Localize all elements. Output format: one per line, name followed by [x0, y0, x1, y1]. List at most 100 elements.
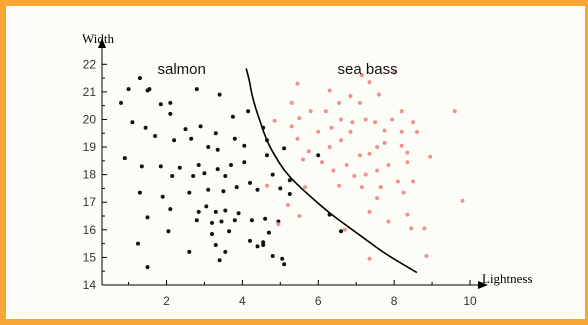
salmon-point [194, 218, 199, 223]
sea-bass-point [422, 226, 427, 231]
salmon-point [266, 230, 271, 235]
x-axis-title: Lightness [482, 271, 533, 286]
salmon-point [130, 120, 135, 125]
sea-bass-point [460, 198, 465, 203]
salmon-point [210, 232, 214, 236]
salmon-point [339, 229, 343, 234]
sea-bass-point [295, 136, 300, 141]
axes: 2 4 6 8 10 14 15 16 17 18 19 20 21 22 Lightness Width [82, 31, 533, 308]
salmon-point [215, 147, 220, 152]
salmon-point [276, 219, 281, 224]
x-tick-label: 4 [239, 294, 246, 308]
sea-bass-point [342, 227, 347, 232]
salmon-point [242, 143, 247, 148]
sea-bass-point [401, 190, 406, 195]
salmon-point [137, 76, 142, 81]
salmon-point [248, 238, 252, 243]
salmon-point [153, 134, 158, 138]
sea-bass-point [339, 138, 343, 143]
salmon-point [248, 180, 252, 185]
y-tick-label: 14 [83, 278, 97, 292]
salmon-point [119, 100, 123, 105]
salmon-point [261, 125, 266, 130]
salmon-point [249, 218, 254, 223]
sea-bass-point [428, 154, 433, 159]
salmon-point [223, 208, 228, 213]
y-tick-label: 21 [83, 85, 97, 99]
sea-bass-point [367, 209, 372, 214]
sea-bass-point [367, 256, 372, 261]
sea-bass-point [409, 226, 414, 231]
sea-bass-point [265, 183, 269, 188]
salmon-point [263, 216, 268, 221]
sea-bass-point [352, 174, 357, 178]
salmon-point [187, 190, 192, 195]
salmon-point [255, 244, 260, 249]
sea-bass-point [358, 153, 362, 158]
salmon-point [168, 111, 173, 116]
salmon-point [229, 163, 233, 167]
sea-bass-point [306, 149, 311, 154]
sea-bass-point [276, 222, 281, 227]
sea-bass-point [337, 183, 342, 188]
salmon-point [145, 265, 150, 270]
salmon-point [236, 211, 241, 216]
salmon-point [137, 190, 142, 195]
y-tick-label: 17 [83, 195, 97, 209]
salmon-point [177, 165, 182, 170]
salmon-point [213, 131, 218, 136]
sea-bass-point [382, 140, 387, 145]
sea-bass-point [337, 100, 342, 105]
sea-bass-point [405, 212, 410, 217]
sea-bass-point [301, 157, 306, 162]
salmon-point [204, 204, 209, 209]
salmon-point [126, 87, 131, 92]
y-tick-label: 15 [83, 250, 97, 264]
salmon-point [270, 172, 275, 177]
salmon-point [166, 229, 171, 234]
salmon-point [265, 138, 269, 143]
sea-bass-point [295, 81, 300, 86]
salmon-point [196, 209, 201, 214]
sea-bass-point [411, 120, 416, 125]
salmon-point [215, 167, 220, 172]
points-layer [119, 70, 465, 270]
sea-bass-point [399, 109, 404, 114]
sea-bass-point [358, 100, 362, 105]
salmon-point [217, 92, 222, 97]
salmon-point [136, 241, 140, 246]
x-tick-label: 8 [391, 294, 398, 308]
sea-bass-label: sea bass [338, 61, 398, 78]
salmon-point [187, 249, 192, 254]
sea-bass-point [331, 168, 336, 173]
y-tick-label: 22 [83, 57, 97, 71]
salmon-point [191, 174, 196, 178]
decision-boundary-curve [245, 68, 418, 274]
sea-bass-point [348, 129, 353, 134]
sea-bass-point [395, 179, 400, 184]
salmon-point [168, 207, 173, 212]
sea-bass-point [399, 143, 404, 148]
salmon-point [278, 186, 283, 191]
salmon-point [255, 187, 260, 192]
sea-bass-point [323, 109, 328, 114]
salmon-point [122, 156, 127, 161]
sea-bass-point [378, 185, 383, 190]
salmon-point [227, 229, 232, 234]
sea-bass-point [320, 160, 324, 165]
salmon-point [261, 243, 266, 247]
salmon-point [232, 136, 237, 141]
sea-bass-point [405, 160, 410, 165]
salmon-point [217, 258, 222, 263]
salmon-point [213, 209, 218, 214]
salmon-point [139, 164, 144, 169]
sea-bass-point [308, 109, 313, 114]
sea-bass-point [390, 117, 395, 122]
sea-bass-point [375, 145, 380, 149]
y-tick-label: 20 [83, 112, 97, 126]
sea-bass-point [363, 117, 368, 122]
salmon-point [265, 153, 269, 158]
salmon-point [282, 146, 287, 151]
